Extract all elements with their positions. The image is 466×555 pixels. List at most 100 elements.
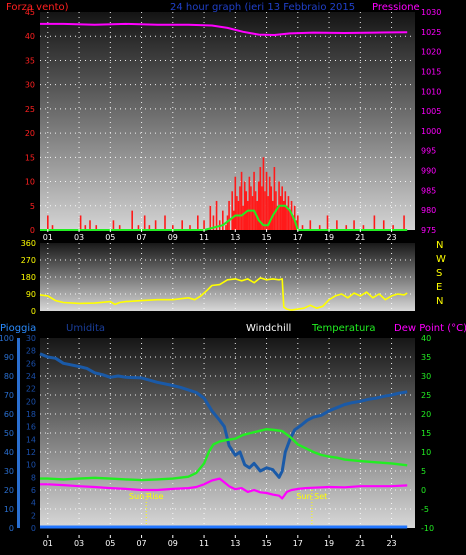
hour-tick-label: 07	[136, 233, 146, 242]
graph-title: 24 hour graph (ieri 13 Febbraio 2015	[170, 2, 355, 13]
hour-tick-label: 23	[386, 539, 396, 548]
windchill-label: Windchill	[246, 323, 291, 334]
humidity-tick: 20	[26, 397, 36, 406]
temperature-tick: 40	[421, 334, 431, 343]
hour-tick-label: 11	[199, 539, 209, 548]
rain-tick: 60	[4, 410, 14, 419]
average-wind-line	[40, 204, 408, 231]
hour-tick-label: 03	[74, 539, 84, 548]
direction-tick: 90	[26, 290, 36, 299]
hour-tick-label: 11	[199, 233, 209, 242]
hour-tick-label: 21	[355, 233, 365, 242]
pressure-tick: 985	[421, 186, 436, 195]
rain-tick: 10	[4, 505, 14, 514]
compass-letter: N	[436, 296, 443, 307]
temperature-tick: 35	[421, 353, 431, 362]
hour-tick-label: 13	[230, 233, 240, 242]
pressure-tick: 975	[421, 226, 436, 235]
wind-speed-tick: 25	[25, 105, 35, 114]
pressure-tick: 995	[421, 147, 436, 156]
wind-speed-tick: 5	[30, 202, 35, 211]
pressure-axis: 975 980 985 990 995 1000 1005 1010 1015 1020 1025 1…	[421, 8, 441, 235]
hour-tick-label: 05	[105, 539, 115, 548]
wind-speed-axis: 0 5 10 15 20 25 30 35 40 45	[25, 8, 35, 235]
humidity-tick: 30	[26, 334, 36, 343]
direction-degrees-axis: 0 90 180 270 360	[21, 239, 36, 316]
rain-axis: 0 10 20 30 40 50 60 70 80 90 100	[0, 334, 14, 533]
hour-tick-label: 21	[355, 539, 365, 548]
temperature-tick: 10	[421, 448, 431, 457]
humidity-tick: 2	[31, 511, 36, 520]
hour-tick-label: 01	[43, 539, 53, 548]
compass-letter: S	[436, 268, 442, 279]
hour-tick-label: 23	[386, 233, 396, 242]
humidity-tick: 0	[31, 524, 36, 533]
humidity-tick: 22	[26, 385, 36, 394]
temperature-tick: 0	[421, 486, 426, 495]
rain-tick: 30	[4, 467, 14, 476]
hour-tick-label: 15	[261, 539, 271, 548]
hour-tick-label: 03	[74, 233, 84, 242]
hour-axis-bottom: 01 03 05 07 09 11 13 15 17 19 21 23	[43, 535, 397, 548]
temperature-tick: 30	[421, 372, 431, 381]
wind-pressure-series	[40, 22, 408, 231]
pressure-tick: 1030	[421, 8, 441, 17]
hour-tick-label: 05	[105, 233, 115, 242]
temperature-grid	[40, 338, 415, 528]
direction-tick: 180	[21, 273, 36, 282]
hour-tick-label: 19	[324, 539, 334, 548]
compass-letter: W	[436, 254, 446, 265]
pressure-tick: 980	[421, 206, 436, 215]
hour-tick-label: 09	[168, 233, 178, 242]
dewpoint-label: Dew Point (°C)	[394, 323, 466, 334]
hour-tick-label: 09	[168, 539, 178, 548]
hour-tick-label: 17	[293, 233, 303, 242]
rain-tick: 50	[4, 429, 14, 438]
humidity-line	[39, 352, 408, 479]
humidity-tick: 24	[26, 372, 36, 381]
rain-tick: 0	[9, 524, 14, 533]
humidity-tick: 12	[26, 448, 36, 457]
wind-direction-series	[39, 277, 408, 311]
humidity-tick: 4	[31, 499, 36, 508]
wind-speed-tick: 20	[25, 129, 35, 138]
pressure-line	[40, 22, 408, 36]
dewpoint-line	[40, 477, 408, 500]
rain-tick: 40	[4, 448, 14, 457]
humidity-tick: 18	[26, 410, 36, 419]
humidity-tick: 14	[26, 435, 36, 444]
humidity-tick: 8	[31, 473, 36, 482]
compass-letter: N	[436, 240, 443, 251]
rain-tick: 80	[4, 372, 14, 381]
pressure-tick: 1025	[421, 28, 441, 37]
wind-speed-tick: 40	[25, 32, 35, 41]
humidity-tick: 10	[26, 461, 36, 470]
temperature-tick: 20	[421, 410, 431, 419]
temperature-line	[40, 428, 408, 482]
humidity-tick: 28	[26, 347, 36, 356]
temperature-tick: 5	[421, 467, 426, 476]
direction-tick: 270	[21, 256, 36, 265]
humidity-label: Umidita	[66, 323, 105, 334]
rain-label: Pioggia	[0, 323, 36, 334]
temperature-tick: -10	[421, 524, 434, 533]
wind-speed-tick: 30	[25, 81, 35, 90]
hour-axis: 01 03 05 07 09 11 13 15 17 19 21 23	[43, 229, 397, 242]
pressure-tick: 1005	[421, 107, 441, 116]
wind-speed-tick: 35	[25, 56, 35, 65]
sun-markers: Sun Rise Sun Set	[129, 490, 327, 528]
direction-tick: 0	[31, 307, 36, 316]
pressure-tick: 1015	[421, 67, 441, 76]
wind-pressure-plot-area	[40, 12, 415, 230]
compass-letter: E	[436, 282, 442, 293]
temperature-label: Temperatura	[311, 323, 376, 334]
pressure-tick: 1010	[421, 87, 441, 96]
hour-tick-label: 13	[230, 539, 240, 548]
rain-tick: 70	[4, 391, 14, 400]
temperature-tick: 15	[421, 429, 431, 438]
rain-tick: 90	[4, 353, 14, 362]
pressure-tick: 1020	[421, 48, 441, 57]
temperature-series	[39, 352, 408, 529]
